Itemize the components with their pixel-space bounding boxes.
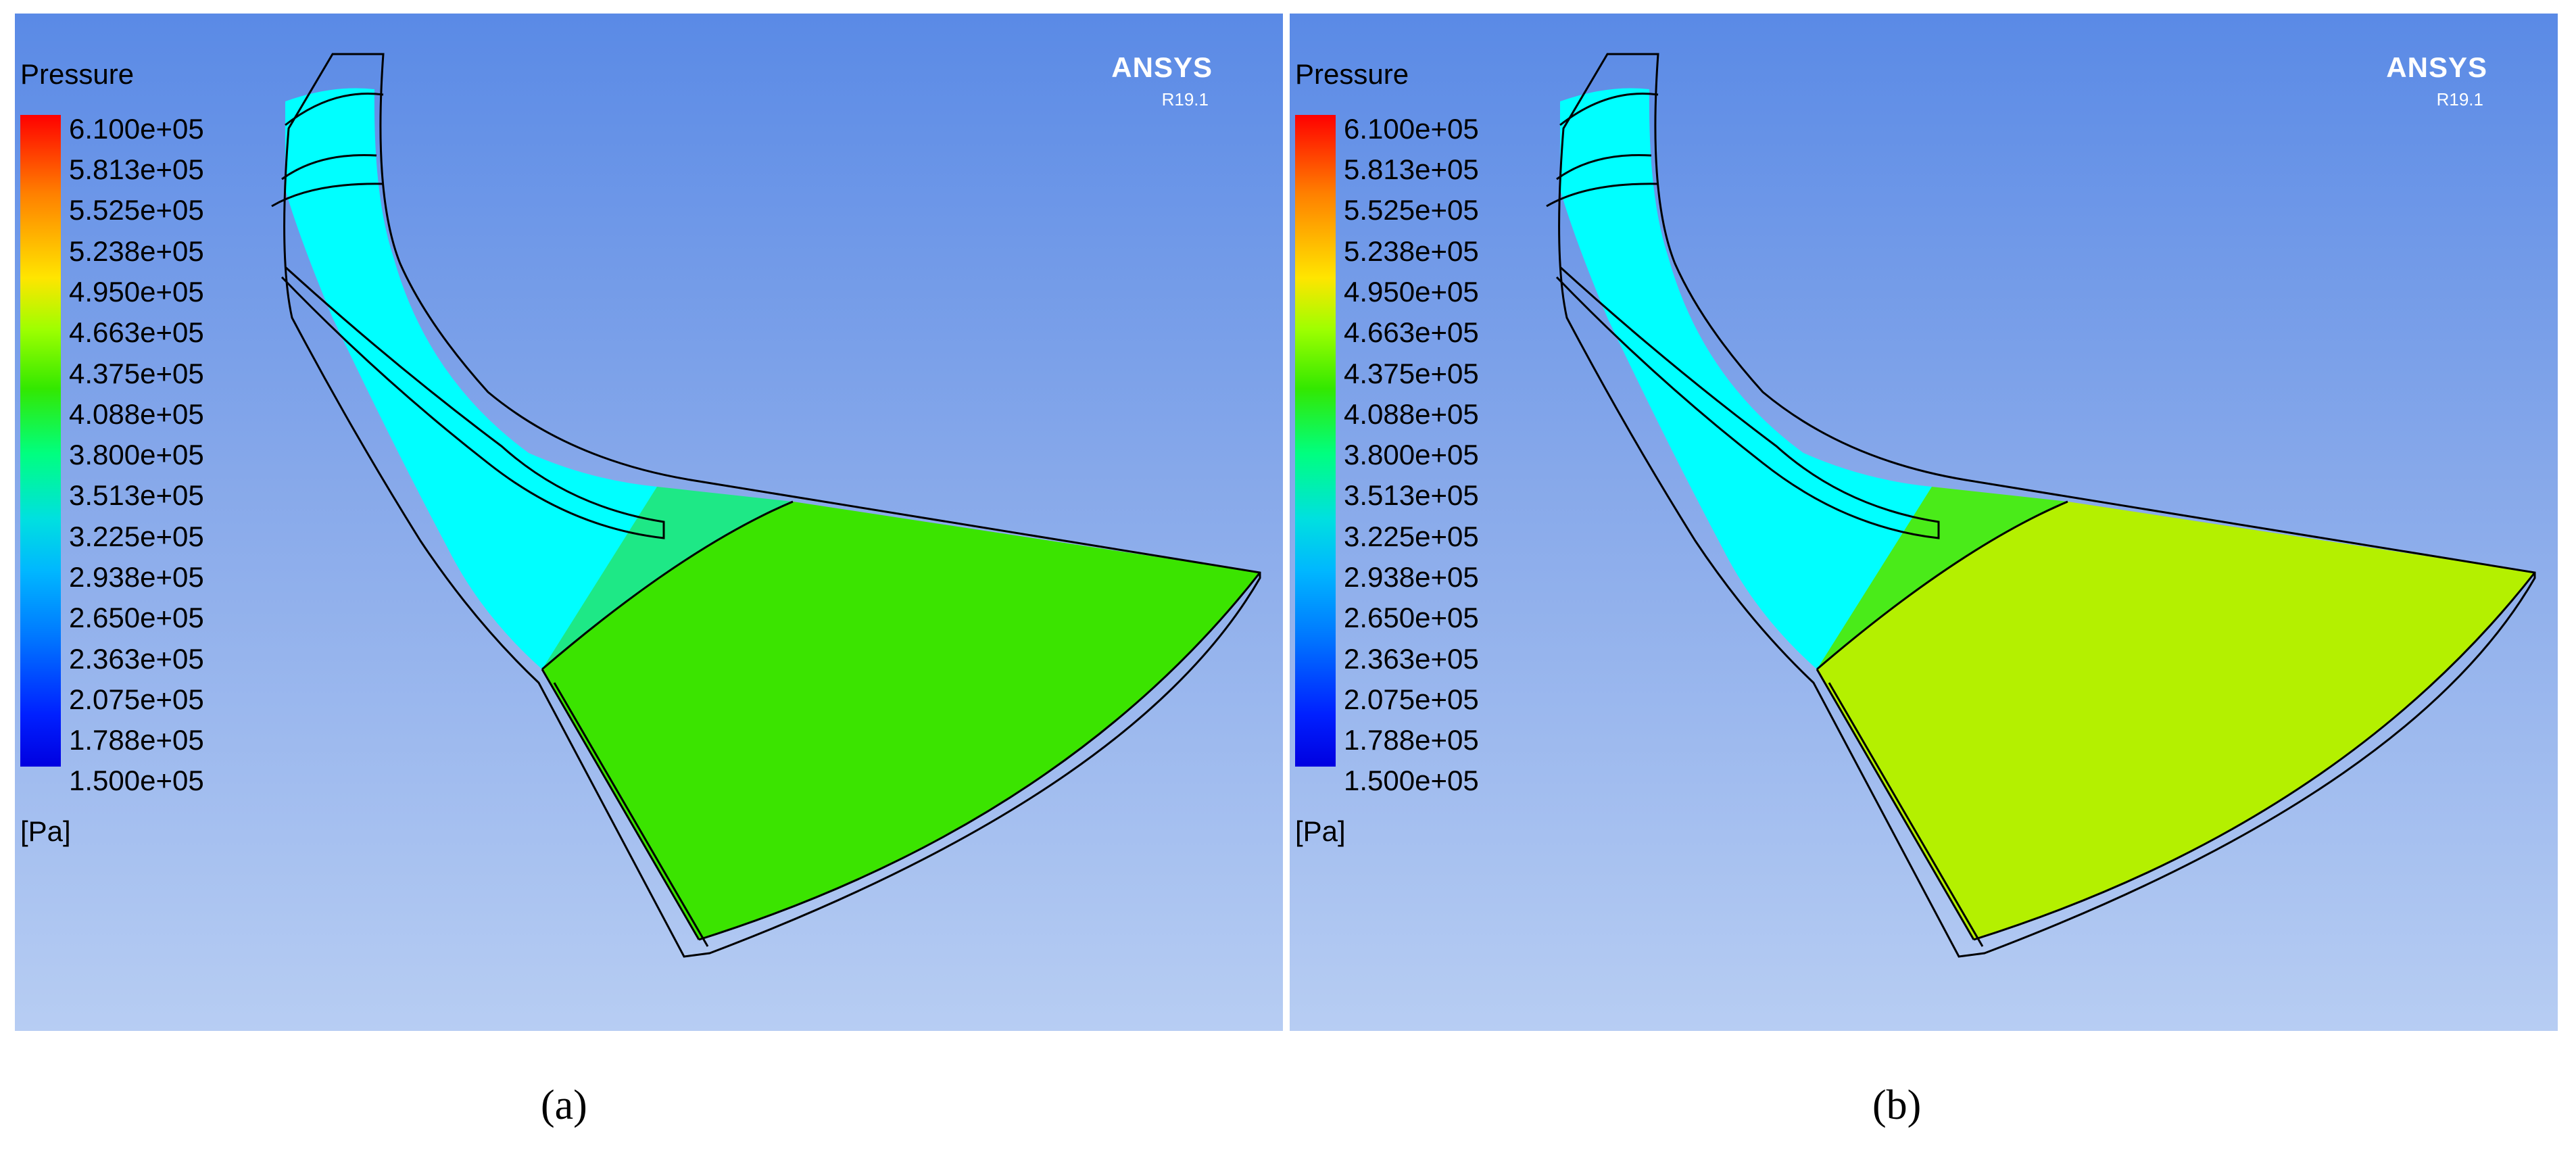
diffuser-edge [541,572,1261,947]
legend-tick: 5.525e+05 [1344,194,1479,226]
caption-a: (a) [541,1082,587,1128]
legend-tick: 1.788e+05 [1344,724,1479,756]
inlet-ring [1546,92,1659,208]
legend-tick: 6.100e+05 [69,113,204,145]
legend-tick: 2.938e+05 [69,561,204,593]
legend-tick: 6.100e+05 [1344,113,1479,145]
impeller-geometry [271,53,1261,958]
legend-tick: 2.650e+05 [1344,602,1479,633]
caption-b: (b) [1872,1082,1922,1128]
legend-tick: 2.363e+05 [1344,643,1479,675]
legend-tick: 1.788e+05 [69,724,204,756]
legend-tick: 1.500e+05 [69,765,204,796]
inlet-ring [271,92,384,208]
legend-tick: 5.238e+05 [69,235,204,267]
legend-tick: 4.375e+05 [1344,358,1479,389]
inlet-duct [1560,88,1932,669]
outlet-region [542,502,1260,940]
inlet-duct [285,88,657,669]
legend-tick: 3.225e+05 [1344,521,1479,552]
legend-tick: 2.650e+05 [69,602,204,633]
legend-tick: 1.500e+05 [1344,765,1479,796]
legend-tick: 2.075e+05 [1344,683,1479,715]
ansys-logo: ANSYS [2386,51,2487,83]
legend-unit: [Pa] [1295,815,1346,847]
legend-tick: 4.663e+05 [69,316,204,348]
shroud-wireframe [283,53,1261,958]
impeller-exit-arc [1816,500,2068,671]
legend-tick: 4.375e+05 [69,358,204,389]
legend-tick: 2.363e+05 [69,643,204,675]
legend-tick: 4.950e+05 [69,276,204,308]
legend-tick: 3.225e+05 [69,521,204,552]
legend-title: Pressure [1295,58,1409,90]
blade-outline [1555,266,1940,539]
legend-tick: 3.513e+05 [1344,479,1479,511]
impeller-geometry [1546,53,2536,958]
legend-tick: 2.938e+05 [1344,561,1479,593]
shroud-wireframe [1558,53,2536,958]
ansys-logo: ANSYS [1111,51,1213,83]
legend-tick: 3.513e+05 [69,479,204,511]
legend-tick: 2.075e+05 [69,683,204,715]
diffuser-edge [1816,572,2536,947]
pressure-colorbar [20,115,61,767]
legend-tick: 3.800e+05 [69,439,204,471]
legend-tick: 4.088e+05 [69,398,204,430]
legend-tick: 5.525e+05 [69,194,204,226]
legend-tick: 5.813e+05 [1344,153,1479,185]
outlet-region [1817,502,2535,940]
pressure-colorbar [1295,115,1336,767]
impeller-exit-arc [541,500,794,671]
legend-tick: 4.088e+05 [1344,398,1479,430]
legend-title: Pressure [20,58,135,90]
contour-panel-b: Pressure 6.100e+05 5.813e+05 5.525e+05 5… [1290,14,2558,1031]
blade-outline [281,266,665,539]
legend-tick: 4.663e+05 [1344,316,1479,348]
version-label: R19.1 [2436,89,2483,110]
legend-tick: 5.813e+05 [69,153,204,185]
legend-tick: 5.238e+05 [1344,235,1479,267]
legend-tick: 4.950e+05 [1344,276,1479,308]
legend-unit: [Pa] [20,815,71,847]
version-label: R19.1 [1161,89,1209,110]
contour-panel-a: Pressure 6.100e+05 5.813e+05 5.525e+05 5… [15,14,1283,1031]
legend-tick: 3.800e+05 [1344,439,1479,471]
